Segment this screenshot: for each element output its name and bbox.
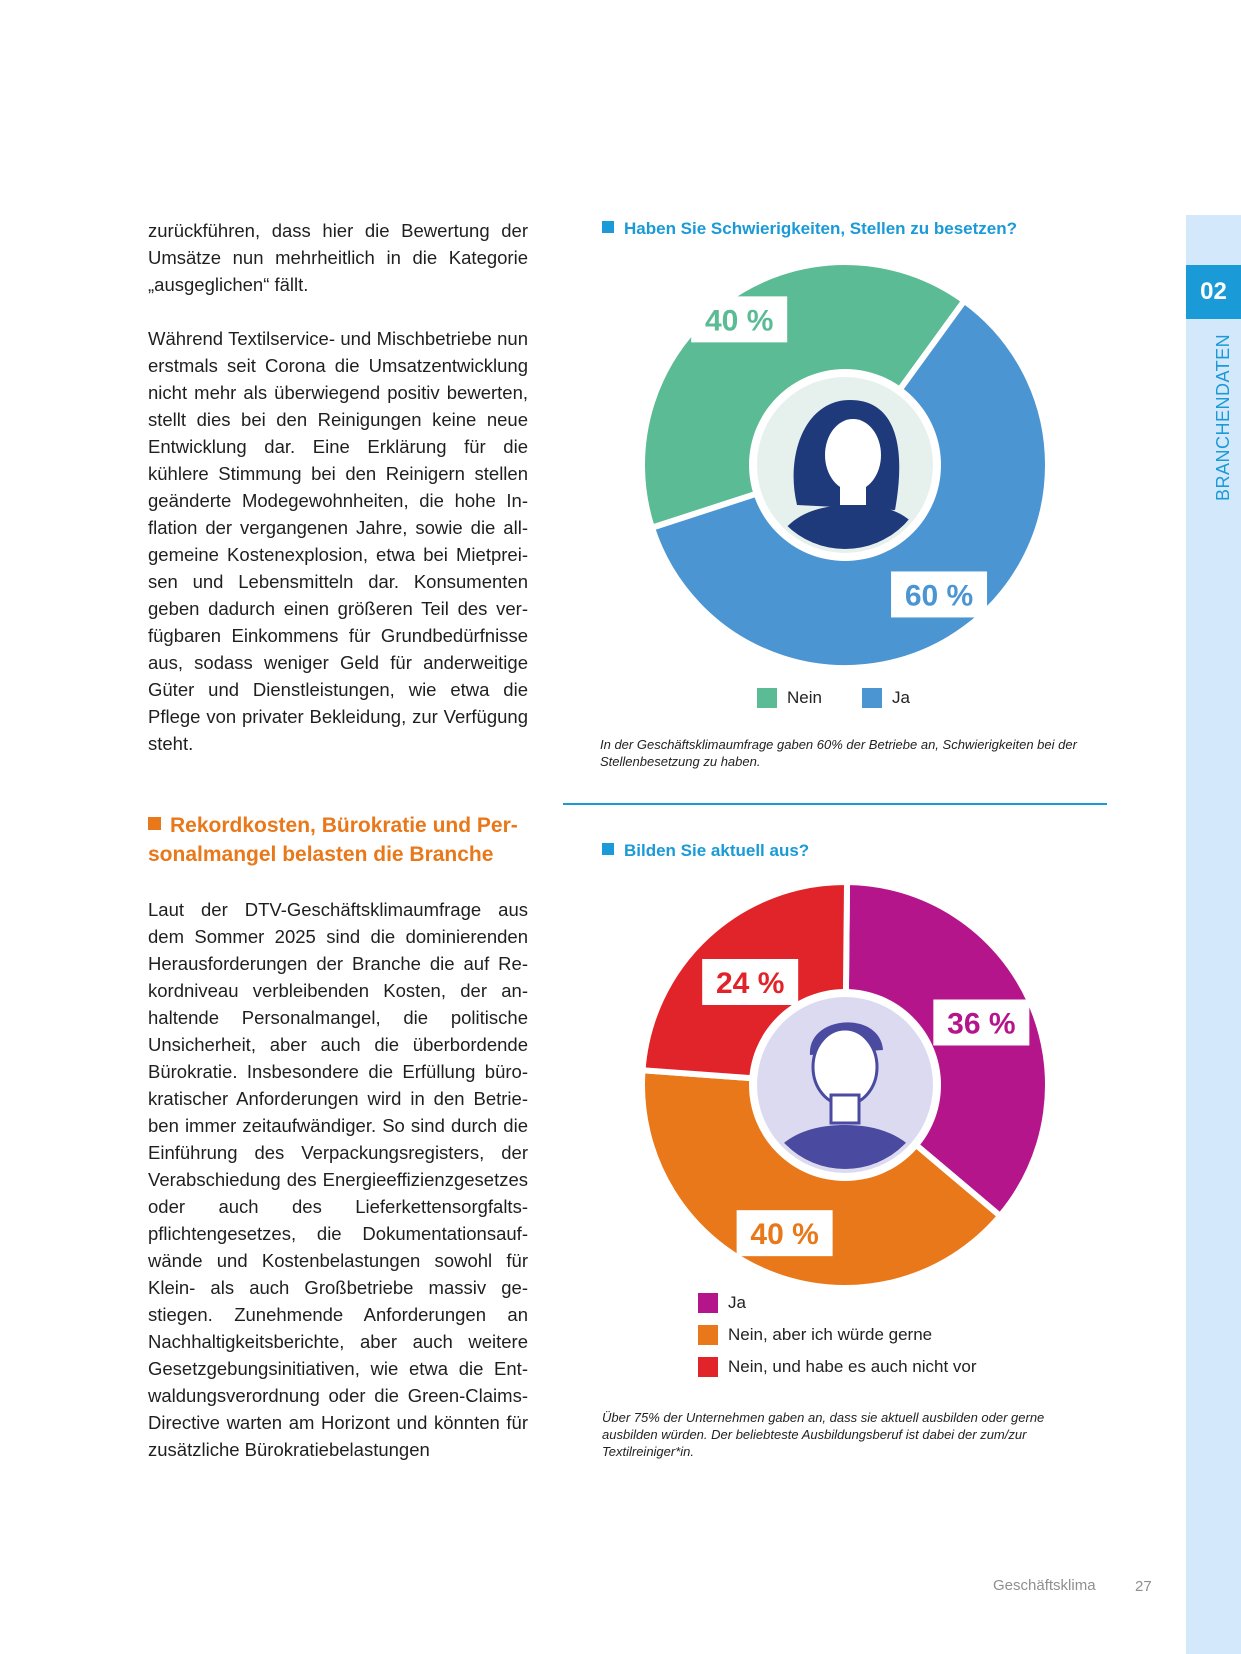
svg-text:40 %: 40 % — [750, 1218, 818, 1251]
section-heading: Rekordkosten, Bürokratie und Per­sonalma… — [148, 811, 538, 869]
chart2-title: Bilden Sie aktuell aus? — [602, 841, 809, 861]
legend-label-ja: Ja — [728, 1293, 746, 1312]
intro-paragraph-block: zurückführen, dass hier die Bewertung de… — [148, 217, 528, 298]
woman-avatar-icon — [765, 400, 929, 549]
chart1-title-text: Haben Sie Schwierigkeiten, Stellen zu be… — [624, 219, 1018, 238]
legend-label-nein-vor: Nein, und habe es auch nicht vor — [728, 1357, 977, 1376]
paragraph-3: Laut der DTV-Geschäftsklimaumfrage aus d… — [148, 899, 528, 1460]
svg-text:36 %: 36 % — [947, 1007, 1015, 1040]
legend-swatch-ja — [698, 1293, 718, 1313]
legend-item-ja: Ja — [698, 1287, 977, 1319]
data-label-1: 40 % — [736, 1210, 833, 1257]
legend-swatch-nein-gerne — [698, 1325, 718, 1345]
man-avatar-icon — [761, 1022, 929, 1169]
data-label-0: 40 % — [691, 296, 788, 343]
slice-nein-aber-ich-würde-gerne — [639, 1067, 1005, 1291]
chart1-title: Haben Sie Schwierigkeiten, Stellen zu be… — [602, 219, 1017, 239]
legend-item-ja: Ja — [861, 688, 910, 708]
data-label-0: 36 % — [933, 999, 1030, 1046]
chapter-sidebar — [1186, 215, 1241, 1654]
section-heading-text: Rekordkosten, Bürokratie und Per­sonalma… — [148, 814, 518, 866]
legend-label-nein: Nein — [787, 688, 822, 707]
svg-text:24 %: 24 % — [716, 967, 784, 1000]
svg-text:40 %: 40 % — [705, 304, 773, 337]
legend-label-ja: Ja — [891, 688, 910, 707]
legend-swatch-nein-vor — [698, 1357, 718, 1377]
chart1-donut: 40 % 60 % — [639, 259, 1051, 671]
chart2-donut: 36 % 40 % 24 % — [639, 878, 1051, 1291]
divider-line — [563, 803, 1107, 805]
slice-ja — [841, 878, 1051, 1221]
legend-item-nein: Nein — [757, 688, 822, 708]
page-number: 27 — [1135, 1578, 1152, 1595]
paragraph-2: Während Textilservice- und Mischbetriebe… — [148, 328, 528, 754]
legend-item-nein-gerne: Nein, aber ich würde gerne — [698, 1319, 977, 1351]
footer-section-label: Geschäftsklima — [993, 1577, 1096, 1594]
chart2-caption: Über 75% der Unternehmen gaben an, dass … — [602, 1410, 1045, 1459]
body-paragraph-block-2: Laut der DTV-Geschäftsklimaumfrage aus d… — [148, 896, 528, 1463]
title-square-icon — [602, 221, 614, 233]
body-paragraph-block: Während Textilservice- und Mischbetriebe… — [148, 325, 528, 757]
chart2-legend: Ja Nein, aber ich würde gerne Nein, und … — [698, 1287, 977, 1383]
legend-item-nein-vor: Nein, und habe es auch nicht vor — [698, 1351, 977, 1383]
svg-text:60 %: 60 % — [905, 579, 973, 612]
heading-square-icon — [148, 817, 161, 830]
data-label-1: 60 % — [891, 571, 988, 618]
chart1-caption: In der Geschäftsklimaumfrage gaben 60% d… — [600, 737, 1077, 769]
legend-swatch-nein — [757, 688, 777, 708]
chart1-legend: Nein Ja — [757, 688, 910, 708]
legend-label-nein-gerne: Nein, aber ich würde gerne — [728, 1325, 933, 1344]
title-square-icon — [602, 843, 614, 855]
paragraph-1: zurückführen, dass hier die Bewertung de… — [148, 220, 528, 295]
data-label-2: 24 % — [702, 958, 799, 1005]
chapter-number-badge: 02 — [1186, 265, 1241, 319]
chart2-title-text: Bilden Sie aktuell aus? — [624, 841, 810, 860]
chapter-label: BRANCHENDATEN — [1213, 333, 1233, 501]
legend-swatch-ja — [861, 688, 882, 708]
